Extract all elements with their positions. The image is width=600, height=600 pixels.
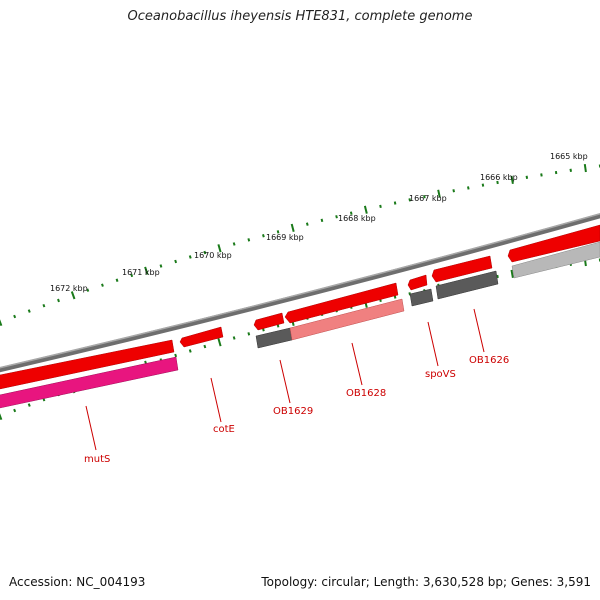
map-title: Oceanobacillus iheyensis HTE831, complet… xyxy=(127,9,473,24)
kbp-label-1671: 1671 kbp xyxy=(122,268,160,277)
outer-major-tick xyxy=(363,205,368,214)
gene-label-spoVS[interactable]: spoVS xyxy=(425,369,456,380)
inner-minor-tick xyxy=(232,336,236,340)
outer-minor-tick xyxy=(13,314,17,319)
outer-minor-tick xyxy=(525,175,529,179)
gene-OB1628-lower[interactable] xyxy=(289,298,405,341)
outer-minor-tick xyxy=(540,173,543,177)
outer-minor-tick xyxy=(393,201,397,205)
outer-major-tick xyxy=(217,244,222,253)
inner-minor-tick xyxy=(174,353,178,358)
label-leaders xyxy=(85,308,485,451)
inner-tick-ring xyxy=(0,257,600,421)
outer-minor-tick xyxy=(262,234,265,238)
inner-major-tick xyxy=(0,413,3,421)
leader-OB1626 xyxy=(473,308,485,353)
gene-labels: mutS cotE OB1629 OB1628 spoVS OB1626 xyxy=(84,355,509,465)
gene-OB1629-lower[interactable] xyxy=(255,327,293,349)
outer-minor-tick xyxy=(232,242,236,246)
outer-major-tick xyxy=(290,223,295,233)
outer-minor-tick xyxy=(320,218,324,223)
inner-minor-tick xyxy=(13,408,17,413)
kbp-labels: 1665 kbp 1666 kbp 1667 kbp 1668 kbp 1669… xyxy=(50,152,588,293)
outer-major-tick xyxy=(437,189,441,198)
gene-OB1626-forward[interactable] xyxy=(431,255,493,283)
outer-minor-tick xyxy=(569,168,572,172)
gene-label-cotE[interactable]: cotE xyxy=(213,424,235,435)
genome-backbone-highlight xyxy=(0,213,600,369)
outer-minor-tick xyxy=(305,222,309,226)
lower-strand-genes xyxy=(0,241,600,409)
kbp-label-1665: 1665 kbp xyxy=(550,152,588,161)
outer-minor-tick xyxy=(423,195,426,199)
leader-spoVS xyxy=(427,321,439,367)
leader-OB1629 xyxy=(279,359,291,404)
outer-minor-tick xyxy=(452,189,455,193)
outer-minor-tick xyxy=(159,264,163,268)
outer-minor-tick xyxy=(188,255,192,259)
accession-text: Accession: NC_004193 xyxy=(9,575,146,589)
gene-label-mutS[interactable]: mutS xyxy=(84,454,110,465)
gene-cotE[interactable] xyxy=(179,326,224,348)
kbp-label-1668: 1668 kbp xyxy=(338,214,376,223)
leader-mutS xyxy=(85,405,97,451)
inner-minor-tick xyxy=(496,274,499,279)
outer-minor-tick xyxy=(27,309,31,313)
outer-minor-tick xyxy=(86,288,90,292)
inner-major-tick xyxy=(510,269,514,278)
inner-minor-tick xyxy=(393,295,397,299)
outer-minor-tick xyxy=(379,204,382,209)
inner-minor-tick xyxy=(203,344,207,349)
outer-minor-tick xyxy=(276,230,280,234)
outer-major-tick xyxy=(583,163,587,173)
outer-minor-tick xyxy=(335,215,338,219)
outer-major-tick xyxy=(0,319,3,327)
outer-minor-tick xyxy=(481,183,485,187)
gene-label-OB1628[interactable]: OB1628 xyxy=(346,388,386,399)
leader-cotE xyxy=(210,377,222,423)
gene-OB1626-lower[interactable] xyxy=(435,270,499,300)
genome-summary-text: Topology: circular; Length: 3,630,528 bp… xyxy=(261,575,591,589)
outer-minor-tick xyxy=(496,180,499,185)
outer-minor-tick xyxy=(408,198,412,202)
forward-genes xyxy=(0,224,600,390)
outer-minor-tick xyxy=(57,298,60,303)
inner-minor-tick xyxy=(188,349,192,353)
inner-minor-tick xyxy=(247,332,251,336)
outer-minor-tick xyxy=(101,283,104,287)
outer-minor-tick xyxy=(42,303,46,308)
outer-minor-tick xyxy=(349,211,353,215)
outer-major-tick xyxy=(70,291,76,300)
outer-tick-ring xyxy=(0,163,600,327)
outer-minor-tick xyxy=(203,250,207,255)
outer-minor-tick xyxy=(467,186,470,190)
gene-mutS-lower[interactable] xyxy=(0,356,179,409)
kbp-label-1670: 1670 kbp xyxy=(194,251,232,260)
gene-next-forward[interactable] xyxy=(507,224,600,263)
inner-major-tick xyxy=(217,338,222,347)
gene-OB1628-forward[interactable] xyxy=(284,282,399,324)
gene-mutS-forward[interactable] xyxy=(0,339,175,390)
genome-backbone xyxy=(0,213,600,373)
outer-major-tick xyxy=(144,266,149,275)
gene-spoVS-forward[interactable] xyxy=(407,274,428,291)
leader-OB1628 xyxy=(351,342,363,386)
outer-major-tick xyxy=(510,175,514,184)
outer-minor-tick xyxy=(115,278,119,282)
kbp-label-1666: 1666 kbp xyxy=(480,173,518,182)
inner-minor-tick xyxy=(27,403,31,407)
kbp-label-1667: 1667 kbp xyxy=(409,194,447,203)
gene-label-OB1626[interactable]: OB1626 xyxy=(469,355,509,366)
outer-minor-tick xyxy=(130,273,134,278)
kbp-label-1669: 1669 kbp xyxy=(266,233,304,242)
outer-minor-tick xyxy=(174,259,178,264)
gene-label-OB1629[interactable]: OB1629 xyxy=(273,406,313,417)
gene-OB1629-forward[interactable] xyxy=(253,312,285,331)
gene-spoVS-lower[interactable] xyxy=(409,288,434,307)
kbp-label-1672: 1672 kbp xyxy=(50,284,88,293)
outer-minor-tick xyxy=(247,238,251,242)
gene-next-lower[interactable] xyxy=(511,241,600,279)
